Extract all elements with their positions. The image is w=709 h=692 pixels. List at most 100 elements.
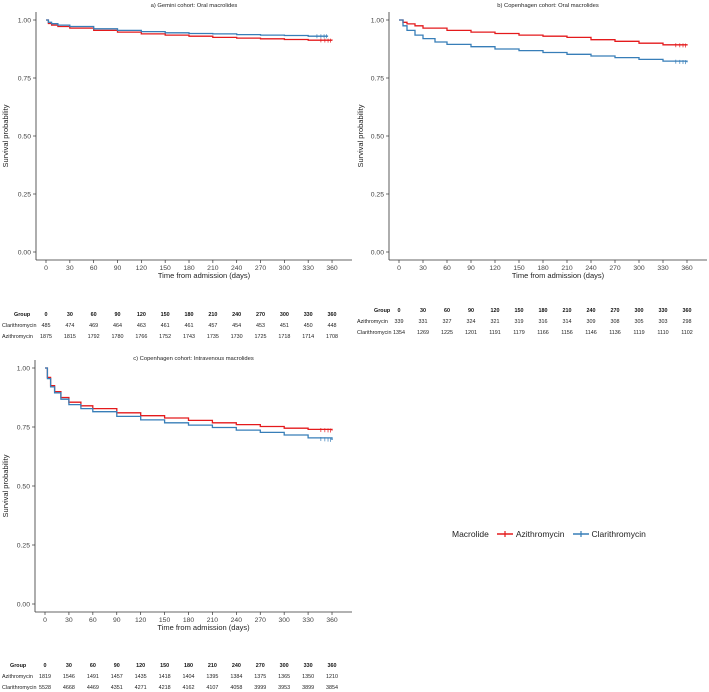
x-tick-label: 60 [90, 265, 98, 272]
risk-table-time: 60 [90, 663, 96, 669]
chart-title-a: a) Gemini cohort: Oral macrolides [151, 3, 238, 9]
chart-panel-b: b) Copenhagen cohort: Oral macrolides 0.0… [356, 3, 707, 336]
risk-table-cell: 1875 [40, 334, 52, 340]
risk-table-time: 90 [115, 312, 121, 318]
legend-swatch-azithromycin [496, 531, 513, 537]
risk-table-time: 90 [468, 308, 474, 314]
risk-table-time: 150 [161, 312, 170, 318]
risk-table-cell: 464 [113, 323, 122, 329]
risk-table-cell: 298 [683, 319, 692, 325]
risk-table-cell: 4107 [206, 685, 218, 691]
risk-table-time: 150 [515, 308, 524, 314]
y-axis-label-b: Survival probability [356, 104, 365, 167]
y-tick-label: 1.00 [18, 17, 31, 24]
x-tick-label: 60 [89, 617, 97, 624]
risk-table-time: 120 [491, 308, 500, 314]
risk-table-time: 30 [67, 312, 73, 318]
x-tick-label: 0 [44, 265, 48, 272]
risk-table-cell: 1418 [159, 674, 171, 680]
legend: Macrolide Azithromycin Clarithromycin [452, 529, 646, 539]
risk-table-cell: 3953 [278, 685, 290, 691]
risk-table-cell: 1191 [489, 330, 501, 336]
x-tick-label: 120 [135, 617, 147, 624]
y-tick-label: 0.50 [371, 133, 384, 140]
risk-table-time: 270 [611, 308, 620, 314]
risk-table-cell: 4469 [87, 685, 99, 691]
risk-table-cell: 1146 [585, 330, 597, 336]
risk-table-cell: 1730 [231, 334, 243, 340]
risk-table-cell: 305 [635, 319, 644, 325]
y-tick-label: 1.00 [17, 365, 30, 372]
risk-table-time: 360 [683, 308, 692, 314]
x-axis-label-b: Time from admission (days) [512, 271, 605, 280]
risk-table-time: 180 [185, 312, 194, 318]
legend-swatch-clarithromycin [572, 531, 589, 537]
risk-table-cell: 1102 [681, 330, 693, 336]
risk-table-cell: 1491 [87, 674, 99, 680]
risk-table-time: 90 [114, 663, 120, 669]
legend-label-azithromycin: Azithromycin [515, 529, 565, 539]
chart-title-c: c) Copenhagen cohort: Intravenous macrol… [133, 356, 254, 362]
risk-table-cell: 1269 [417, 330, 429, 336]
risk-table-cell: 331 [419, 319, 428, 325]
risk-table-cell: 1708 [326, 334, 338, 340]
risk-table-time: 30 [66, 663, 72, 669]
y-tick-label: 0.00 [18, 249, 31, 256]
risk-table-time: 150 [160, 663, 169, 669]
x-tick-label: 330 [657, 265, 669, 272]
risk-table-cell: 1725 [255, 334, 267, 340]
y-tick-label: 0.75 [18, 75, 31, 82]
series-line-azithromycin-c [45, 367, 333, 431]
x-tick-label: 30 [419, 265, 427, 272]
risk-table-cell: 1792 [88, 334, 100, 340]
risk-table-cell: 4271 [135, 685, 147, 691]
risk-table-cell: 1435 [135, 674, 147, 680]
risk-table-row-label: Clarithromycin [2, 685, 36, 691]
x-tick-label: 150 [159, 617, 171, 624]
y-tick-label: 0.75 [371, 75, 384, 82]
legend-title: Macrolide [452, 529, 489, 539]
y-tick-label: 0.75 [17, 424, 30, 431]
chart-title-b: b) Copenhagen cohort: Oral macrolides [497, 3, 599, 9]
risk-table-cell: 461 [185, 323, 194, 329]
x-tick-label: 180 [183, 265, 195, 272]
y-tick-label: 1.00 [371, 17, 384, 24]
risk-table-cell: 1766 [135, 334, 147, 340]
risk-table-time: 0 [45, 312, 48, 318]
risk-table-time: 240 [587, 308, 596, 314]
risk-table-time: 240 [232, 663, 241, 669]
x-tick-label: 270 [609, 265, 621, 272]
series-line-clarithromycin-c [45, 367, 333, 440]
risk-table-cell: 327 [443, 319, 452, 325]
risk-table-cell: 1384 [230, 674, 242, 680]
x-tick-label: 90 [467, 265, 475, 272]
risk-table-cell: 1225 [441, 330, 453, 336]
risk-table-cell: 1718 [278, 334, 290, 340]
y-tick-label: 0.50 [17, 483, 30, 490]
risk-table-cell: 1210 [326, 674, 338, 680]
risk-table-cell: 339 [395, 319, 404, 325]
x-tick-label: 240 [231, 265, 243, 272]
risk-table-cell: 1546 [63, 674, 75, 680]
x-tick-label: 30 [66, 265, 74, 272]
y-axis-label-c: Survival probability [1, 454, 10, 517]
chart-panel-c: c) Copenhagen cohort: Intravenous macrol… [1, 356, 352, 691]
series-line-clarithromycin-a [46, 19, 329, 37]
risk-table-cell: 324 [467, 319, 476, 325]
x-tick-label: 360 [326, 265, 338, 272]
x-tick-label: 240 [585, 265, 597, 272]
risk-table-time: 180 [539, 308, 548, 314]
risk-table-header-c: Group [10, 663, 27, 669]
risk-table-row-label: Clarithromycin [2, 323, 36, 329]
risk-table-cell: 1201 [465, 330, 477, 336]
risk-table-cell: 5528 [39, 685, 51, 691]
x-tick-label: 300 [279, 265, 291, 272]
x-tick-label: 270 [255, 617, 267, 624]
x-tick-label: 300 [279, 617, 291, 624]
risk-table-cell: 303 [659, 319, 668, 325]
risk-table-header-b: Group [374, 308, 391, 314]
risk-table-time: 330 [659, 308, 668, 314]
risk-table-time: 240 [232, 312, 241, 318]
risk-table-cell: 1110 [657, 330, 668, 336]
risk-table-cell: 308 [611, 319, 620, 325]
